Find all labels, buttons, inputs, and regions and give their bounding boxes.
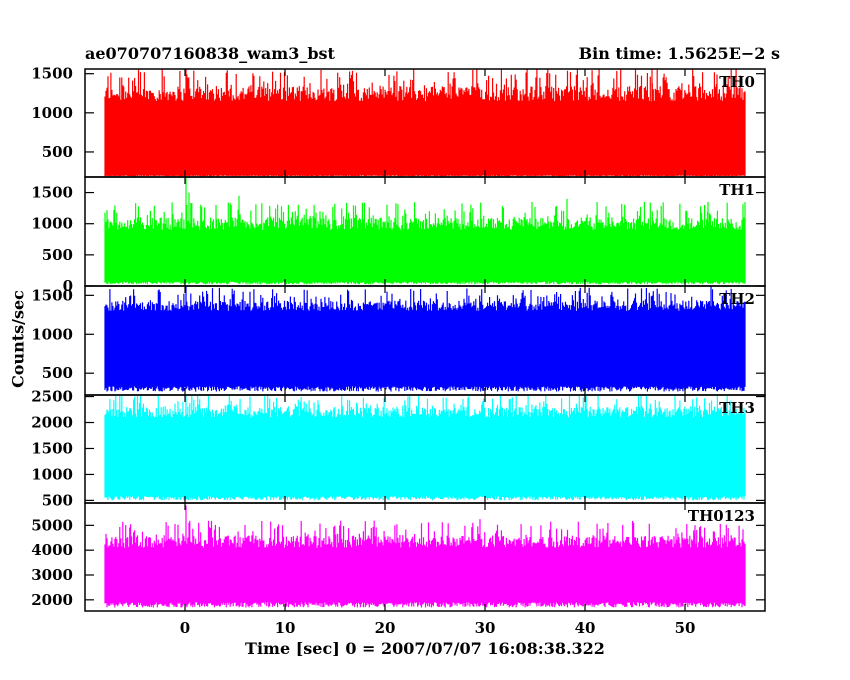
panel-label-th3: TH3 bbox=[719, 399, 755, 417]
bin-time-label: Bin time: 1.5625E−2 s bbox=[578, 44, 780, 63]
y-tick-label: 3000 bbox=[31, 566, 73, 584]
chart-title: ae070707160838_wam3_bst bbox=[85, 44, 335, 63]
x-tick-label: 20 bbox=[375, 619, 396, 637]
y-tick-label: 500 bbox=[42, 246, 73, 264]
x-tick-label: 50 bbox=[675, 619, 696, 637]
y-tick-label: 1500 bbox=[31, 286, 73, 304]
y-tick-label: 1000 bbox=[31, 465, 73, 483]
y-tick-label: 1500 bbox=[31, 65, 73, 83]
y-tick-label: 2000 bbox=[31, 414, 73, 432]
series-th1-line bbox=[104, 177, 746, 285]
panel-label-th0123: TH0123 bbox=[688, 507, 755, 525]
series-th0123-line bbox=[104, 505, 746, 608]
y-tick-label: 1500 bbox=[31, 439, 73, 457]
series-th0-line bbox=[104, 69, 746, 177]
panel-frame bbox=[84, 502, 766, 612]
y-tick-label: 500 bbox=[42, 364, 73, 382]
y-tick-label: 4000 bbox=[31, 541, 73, 559]
panel-label-th0: TH0 bbox=[719, 73, 755, 91]
y-tick-label: 1000 bbox=[31, 104, 73, 122]
y-tick-label: 500 bbox=[42, 491, 73, 509]
y-tick-label: 2500 bbox=[31, 388, 73, 406]
x-tick-label: 0 bbox=[180, 619, 190, 637]
panel-label-th1: TH1 bbox=[719, 181, 755, 199]
panel-label-th2: TH2 bbox=[719, 290, 755, 308]
y-tick-label: 1000 bbox=[31, 325, 73, 343]
y-tick-label: 1000 bbox=[31, 215, 73, 233]
series-th3-line bbox=[104, 395, 746, 501]
y-tick-label: 5000 bbox=[31, 516, 73, 534]
x-tick-label: 30 bbox=[475, 619, 496, 637]
x-axis-label: Time [sec] 0 = 2007/07/07 16:08:38.322 bbox=[245, 639, 605, 658]
y-axis-label: Counts/sec bbox=[8, 290, 28, 388]
y-tick-label: 2000 bbox=[31, 591, 73, 609]
y-tick-label: 0 bbox=[63, 277, 73, 295]
x-tick-label: 40 bbox=[575, 619, 596, 637]
x-tick-label: 10 bbox=[275, 619, 296, 637]
y-tick-label: 500 bbox=[42, 143, 73, 161]
series-th2-line bbox=[104, 286, 746, 392]
y-tick-label: 1500 bbox=[31, 184, 73, 202]
